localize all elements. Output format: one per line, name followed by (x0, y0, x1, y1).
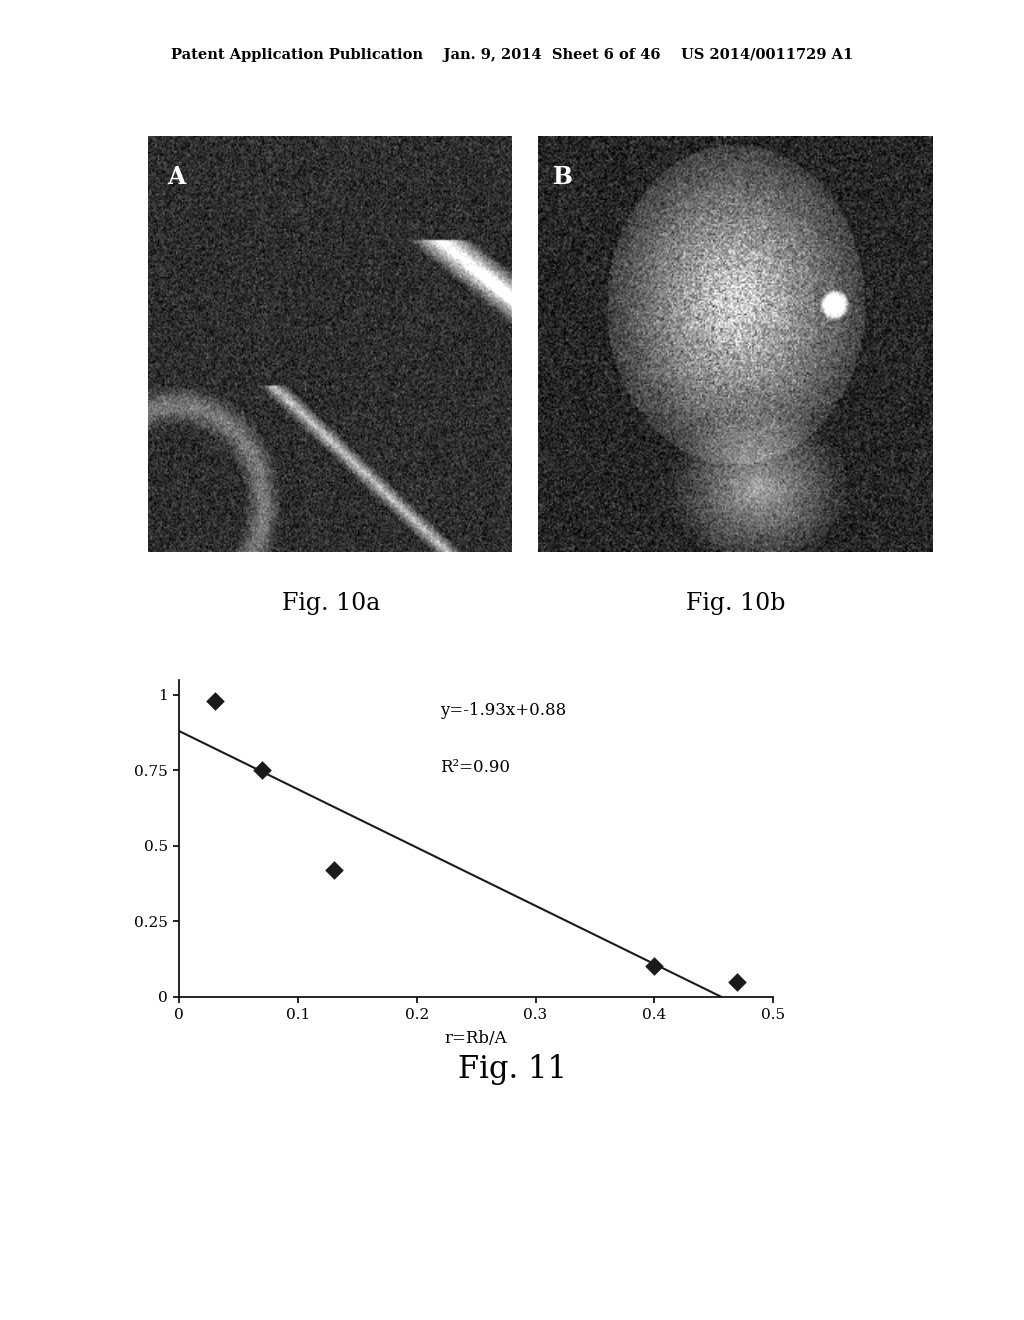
Point (207, 690, 223, 711)
X-axis label: r=Rb/A: r=Rb/A (444, 1030, 508, 1047)
Text: Fig. 11: Fig. 11 (458, 1053, 566, 1085)
Text: Fig. 10b: Fig. 10b (685, 593, 785, 615)
Point (254, 760, 270, 781)
Text: y=-1.93x+0.88: y=-1.93x+0.88 (440, 702, 566, 719)
Text: R²=0.90: R²=0.90 (440, 759, 511, 776)
Text: Fig. 10a: Fig. 10a (282, 593, 380, 615)
Text: A: A (167, 165, 185, 189)
Point (729, 972, 745, 993)
Text: B: B (553, 165, 573, 189)
Point (326, 859, 342, 880)
Text: Patent Application Publication    Jan. 9, 2014  Sheet 6 of 46    US 2014/0011729: Patent Application Publication Jan. 9, 2… (171, 49, 853, 62)
Point (646, 956, 663, 977)
